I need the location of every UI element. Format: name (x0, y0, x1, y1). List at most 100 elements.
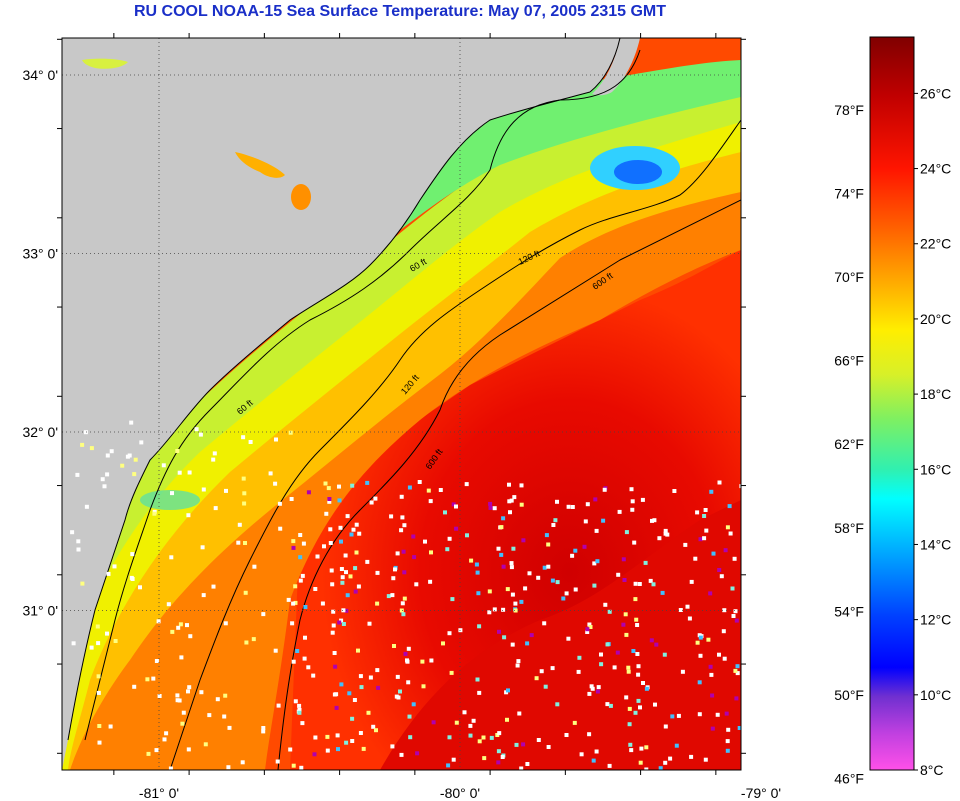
cloud-pixel (95, 624, 100, 629)
cloud-pixel (406, 680, 411, 685)
cloud-pixel (702, 514, 707, 518)
cloud-pixel (662, 652, 667, 657)
cloud-pixel (353, 566, 358, 571)
cloud-pixel (168, 766, 173, 770)
cloud-pixel (426, 488, 431, 493)
barrier-island (592, 38, 640, 96)
cloud-pixel (428, 579, 433, 584)
cloud-pixel (638, 705, 642, 710)
cloud-pixel (732, 556, 737, 561)
cloud-pixel (203, 742, 208, 747)
lat-label: 34° 0' (22, 67, 58, 83)
cloud-pixel (644, 686, 649, 691)
cloud-pixel (510, 592, 515, 597)
cloud-pixel (313, 735, 318, 740)
cloud-pixel (166, 602, 171, 607)
cloud-pixel (368, 675, 373, 680)
cloud-pixel (601, 518, 606, 523)
colorbar-celsius-label: 12°C (920, 612, 951, 628)
cloud-pixel (698, 653, 703, 658)
cloud-pixel (469, 558, 474, 563)
cloud-pixel (344, 740, 349, 745)
cloud-pixel (288, 430, 293, 435)
cloud-pixel (201, 487, 206, 492)
cloud-pixel (497, 731, 502, 736)
cloud-pixel (241, 435, 246, 440)
cloud-pixel (624, 530, 629, 535)
cloud-pixel (471, 718, 476, 723)
cloud-pixel (390, 744, 395, 749)
cloud-pixel (251, 637, 256, 642)
cloud-pixel (302, 656, 307, 661)
cloud-pixel (641, 681, 645, 685)
cloud-pixel (312, 752, 317, 757)
colorbar-celsius-label: 10°C (920, 687, 951, 703)
cloud-pixel (603, 602, 608, 607)
cloud-pixel (240, 760, 245, 765)
cloud-pixel (367, 621, 372, 626)
cloud-pixel (717, 480, 722, 485)
cloud-pixel (536, 738, 541, 742)
cloud-pixel (399, 528, 404, 533)
cloud-pixel (572, 720, 577, 725)
cloud-pixel (534, 676, 539, 681)
cloud-pixel (289, 497, 294, 501)
cloud-pixel (402, 570, 407, 575)
cloud-pixel (507, 482, 511, 487)
cloud-pixel (390, 593, 395, 598)
cloud-pixel (350, 716, 355, 721)
cloud-pixel (97, 724, 102, 728)
cloud-pixel (546, 564, 551, 569)
cloud-pixel (635, 623, 640, 627)
cloud-pixel (564, 733, 569, 737)
cloud-pixel (719, 574, 724, 579)
cloud-pixel (241, 476, 246, 481)
cloud-pixel (500, 755, 505, 759)
cloud-pixel (145, 677, 150, 682)
cloud-pixel (402, 523, 407, 528)
colorbar-fahrenheit-label: 50°F (834, 687, 864, 703)
cloud-pixel (96, 641, 101, 646)
cloud-pixel (161, 463, 166, 468)
cloud-pixel (462, 710, 467, 715)
cloud-pixel (488, 505, 493, 510)
cloud-flecks (70, 420, 741, 770)
cloud-pixel (683, 542, 688, 547)
cloud-pixel (423, 539, 427, 544)
cloud-pixel (449, 670, 454, 675)
cloud-pixel (345, 514, 350, 519)
cloud-pixel (652, 518, 657, 523)
cloud-pixel (607, 609, 612, 614)
cloud-pixel (394, 694, 399, 699)
cloud-pixel (180, 721, 185, 726)
cloud-pixel (301, 541, 306, 546)
cloud-pixel (709, 489, 714, 494)
cloud-pixel (407, 485, 412, 490)
cloud-pixel (735, 671, 740, 676)
cloud-pixel (672, 489, 677, 493)
cloud-pixel (322, 544, 326, 549)
cloud-pixel (80, 442, 85, 447)
cloud-pixel (337, 620, 342, 625)
cloud-pixel (529, 633, 534, 638)
cloud-pixel (555, 702, 560, 707)
cloud-pixel (703, 508, 708, 512)
cloud-pixel (717, 568, 722, 572)
cloud-pixel (157, 694, 162, 698)
cloud-pixel (375, 668, 380, 673)
cloud-pixel (592, 583, 597, 588)
sst-band-18c (62, 60, 741, 570)
cloud-pixel (306, 490, 311, 495)
cloud-pixel (653, 702, 657, 707)
inland-lake-2 (291, 184, 311, 210)
cloud-pixel (105, 453, 110, 458)
cloud-pixel (516, 659, 521, 664)
cloud-pixel (596, 685, 601, 690)
cloud-pixel (345, 593, 350, 598)
cloud-pixel (451, 757, 456, 762)
colorbar-fahrenheit-label: 54°F (834, 603, 864, 619)
colorbar-celsius-label: 16°C (920, 461, 951, 477)
land-mass (62, 38, 620, 770)
cloud-pixel (450, 597, 455, 602)
cloud-pixel (519, 502, 524, 507)
